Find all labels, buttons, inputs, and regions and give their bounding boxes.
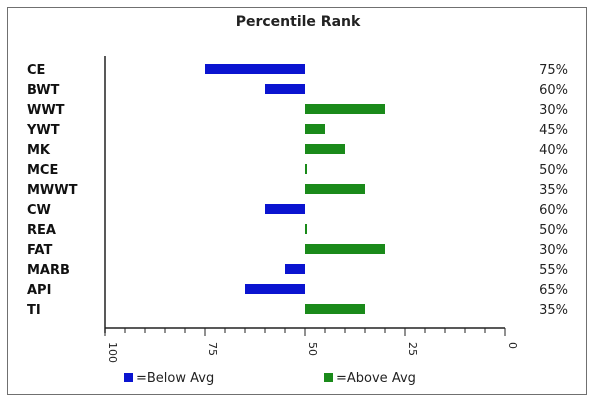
bar (305, 124, 325, 134)
x-tick-label: 100 (106, 342, 119, 363)
percent-label: 35% (539, 183, 568, 198)
legend-label: =Above Avg (336, 371, 416, 386)
bar (305, 104, 385, 114)
category-label: MCE (27, 163, 58, 178)
percent-label: 75% (539, 63, 568, 78)
bar (245, 284, 305, 294)
bar (305, 184, 365, 194)
percent-label: 55% (539, 263, 568, 278)
category-label: REA (27, 223, 56, 238)
x-tick-label: 25 (406, 342, 419, 356)
category-label: MWWT (27, 183, 78, 198)
category-label: FAT (27, 243, 52, 258)
percent-label: 35% (539, 303, 568, 318)
x-axis: 100 75 50 25 0 (105, 56, 519, 363)
legend-label: =Below Avg (136, 371, 214, 386)
category-label: TI (27, 303, 41, 318)
percent-label: 30% (539, 103, 568, 118)
bar (305, 224, 307, 234)
category-labels: CE BWT WWT YWT MK MCE MWWT CW REA FAT MARB API TI (26, 63, 78, 318)
x-tick-label: 75 (206, 342, 219, 356)
bar (305, 304, 365, 314)
x-tick-label: 0 (506, 342, 519, 349)
category-label: API (27, 283, 51, 298)
bar (205, 64, 305, 74)
bar (305, 244, 385, 254)
category-label: MK (27, 143, 51, 158)
bar (305, 164, 307, 174)
bars (205, 64, 385, 314)
category-label: YWT (26, 123, 60, 138)
percent-label: 65% (539, 283, 568, 298)
category-label: MARB (27, 263, 70, 278)
bar (265, 204, 305, 214)
percent-label: 30% (539, 243, 568, 258)
percent-label: 45% (539, 123, 568, 138)
legend: =Below Avg =Above Avg (124, 371, 416, 386)
bar (265, 84, 305, 94)
bar (305, 144, 345, 154)
category-label: WWT (27, 103, 65, 118)
category-label: CW (27, 203, 51, 218)
percent-labels: 75% 60% 30% 45% 40% 50% 35% 60% 50% 30% 55% 65% 35% (539, 63, 568, 318)
percent-label: 60% (539, 203, 568, 218)
percent-label: 60% (539, 83, 568, 98)
category-label: CE (27, 63, 45, 78)
category-label: BWT (27, 83, 60, 98)
x-tick-label: 50 (306, 342, 319, 356)
percent-label: 40% (539, 143, 568, 158)
bar (285, 264, 305, 274)
legend-swatch-above (324, 373, 333, 382)
percent-label: 50% (539, 163, 568, 178)
legend-swatch-below (124, 373, 133, 382)
percent-label: 50% (539, 223, 568, 238)
